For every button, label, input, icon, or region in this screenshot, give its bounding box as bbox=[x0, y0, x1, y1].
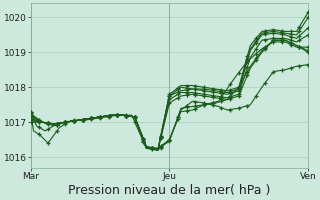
X-axis label: Pression niveau de la mer( hPa ): Pression niveau de la mer( hPa ) bbox=[68, 184, 271, 197]
